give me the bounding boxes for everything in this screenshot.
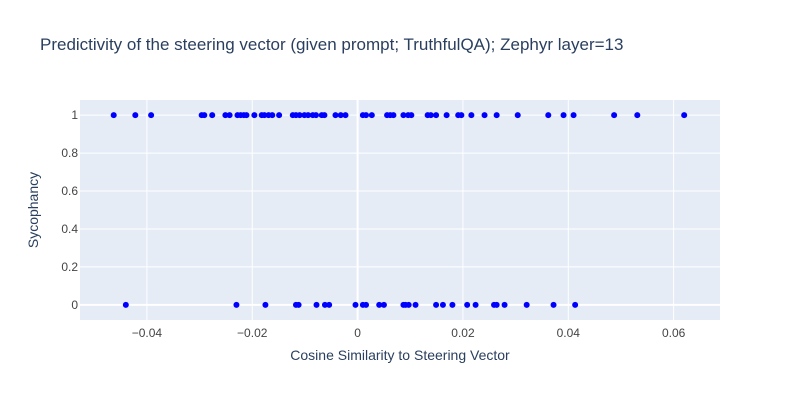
data-point <box>209 112 216 119</box>
data-point <box>368 112 375 119</box>
x-tick-label: 0 <box>354 326 361 340</box>
x-tick-label: 0.02 <box>451 326 475 340</box>
data-point <box>408 112 415 119</box>
data-point <box>501 301 508 308</box>
data-point <box>390 112 397 119</box>
data-point <box>313 301 320 308</box>
data-point <box>468 112 475 119</box>
data-point <box>449 301 456 308</box>
data-point <box>233 301 240 308</box>
data-point <box>321 301 328 308</box>
data-point <box>439 301 446 308</box>
data-point <box>472 301 479 308</box>
data-point <box>493 112 500 119</box>
data-point <box>481 112 488 119</box>
data-point <box>222 112 229 119</box>
data-point <box>405 301 412 308</box>
x-tick-label: 0.04 <box>557 326 581 340</box>
data-point <box>611 112 618 119</box>
data-point <box>363 112 370 119</box>
y-tick-label: 0 <box>71 298 78 312</box>
data-point <box>321 112 328 119</box>
data-point <box>545 112 552 119</box>
data-point <box>523 301 530 308</box>
chart-title: Predictivity of the steering vector (giv… <box>40 35 623 54</box>
x-tick-labels: −0.04 −0.02 0 0.02 0.04 0.06 <box>132 326 686 340</box>
y-tick-label: 0.4 <box>61 222 78 236</box>
data-point <box>433 301 440 308</box>
data-point <box>464 301 471 308</box>
data-point <box>276 112 283 119</box>
data-point <box>376 301 383 308</box>
data-point <box>514 112 521 119</box>
data-point <box>458 112 465 119</box>
x-tick-label: −0.04 <box>132 326 163 340</box>
data-point <box>443 112 450 119</box>
x-tick-label: −0.02 <box>237 326 268 340</box>
data-point <box>681 112 688 119</box>
data-point <box>493 301 500 308</box>
data-point <box>380 301 387 308</box>
data-point <box>572 301 579 308</box>
y-tick-labels: 0 0.2 0.4 0.6 0.8 1 <box>61 108 78 312</box>
x-gridlines <box>146 100 675 320</box>
data-point <box>132 112 139 119</box>
data-point <box>122 301 129 308</box>
data-point <box>262 301 269 308</box>
data-point <box>433 112 440 119</box>
data-point <box>201 112 208 119</box>
y-tick-label: 0.6 <box>61 184 78 198</box>
data-point <box>296 112 303 119</box>
data-point <box>342 112 349 119</box>
x-axis-title: Cosine Similarity to Steering Vector <box>290 347 510 363</box>
x-tick-label: 0.06 <box>662 326 686 340</box>
data-point <box>412 301 419 308</box>
data-point <box>251 112 258 119</box>
data-point <box>243 112 250 119</box>
data-point <box>352 301 359 308</box>
data-point <box>427 112 434 119</box>
data-point <box>363 301 370 308</box>
data-point <box>226 112 233 119</box>
data-point <box>261 112 268 119</box>
plot-area <box>80 100 720 320</box>
data-point <box>148 112 155 119</box>
data-point <box>560 112 567 119</box>
data-point <box>634 112 641 119</box>
y-axis-title: Sycophancy <box>25 172 41 248</box>
data-point <box>295 301 302 308</box>
y-tick-label: 0.2 <box>61 260 78 274</box>
data-point <box>110 112 117 119</box>
data-point <box>269 112 276 119</box>
data-point <box>332 112 339 119</box>
data-point <box>326 301 333 308</box>
data-point <box>305 112 312 119</box>
data-point <box>400 112 407 119</box>
data-point <box>312 112 319 119</box>
y-tick-label: 1 <box>71 108 78 122</box>
data-point <box>550 301 557 308</box>
data-point <box>570 112 577 119</box>
y-tick-label: 0.8 <box>61 146 78 160</box>
data-points <box>110 112 688 308</box>
data-point <box>337 112 344 119</box>
